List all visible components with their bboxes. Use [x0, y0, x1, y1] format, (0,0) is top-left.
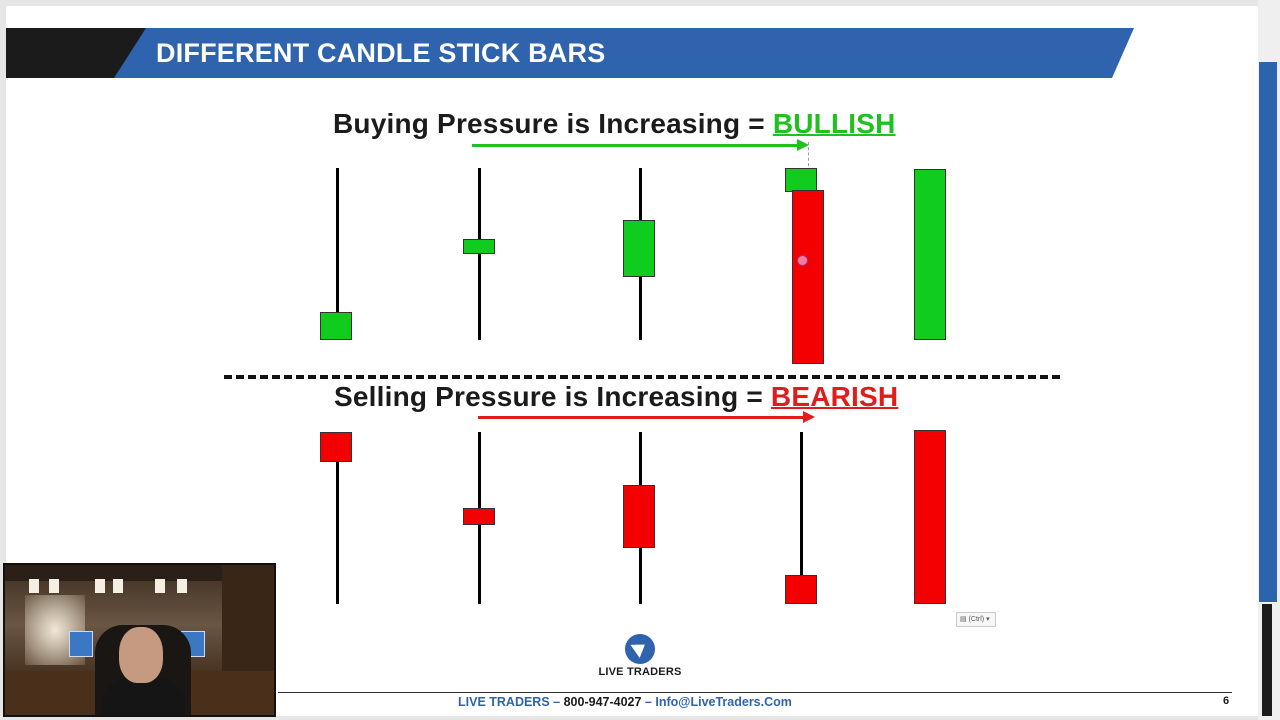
- header-blue-band: [114, 28, 1134, 78]
- paste-options-label: (Ctrl) ▾: [968, 616, 990, 623]
- candle-body: [785, 575, 817, 604]
- live-traders-logo: LIVE TRADERS: [597, 634, 683, 678]
- clipboard-icon: ▤: [960, 616, 967, 623]
- webcam-presenter-body: [101, 677, 185, 715]
- webcam-monitor: [69, 631, 93, 657]
- bullish-keyword: BULLISH: [772, 108, 896, 139]
- candle-body: [914, 430, 946, 604]
- candle-body-green: [785, 168, 817, 192]
- window-edge: [1258, 0, 1280, 720]
- webcam-video-feed: [3, 563, 276, 717]
- bull-logo-icon: [625, 634, 655, 664]
- webcam-ceiling: [5, 565, 274, 581]
- candle-body: [320, 312, 352, 340]
- footer-separator: –: [549, 695, 564, 709]
- footer-email[interactable]: Info@LiveTraders.Com: [655, 695, 792, 709]
- webcam-presenter-head: [119, 627, 163, 683]
- webcam-window: [113, 579, 123, 593]
- slide-title: DIFFERENT CANDLE STICK BARS: [156, 38, 606, 68]
- bearish-heading-text: Selling Pressure is Increasing =: [334, 381, 771, 412]
- bullish-heading-text: Buying Pressure is Increasing =: [333, 108, 773, 139]
- bearish-arrow-line: [478, 416, 804, 419]
- footer-contact: LIVE TRADERS – 800-947-4027 – Info@LiveT…: [458, 695, 792, 709]
- candle-wick: [336, 432, 339, 604]
- bullish-heading: Buying Pressure is Increasing = BULLISH: [333, 108, 896, 140]
- candle-body: [623, 485, 655, 548]
- candle-wick: [336, 168, 339, 340]
- alignment-guide: [808, 142, 809, 166]
- webcam-window: [95, 579, 105, 593]
- candle-body: [463, 239, 495, 254]
- webcam-window: [155, 579, 165, 593]
- bearish-arrow-head-icon: [803, 411, 815, 423]
- footer-separator: –: [641, 695, 656, 709]
- webcam-window: [29, 579, 39, 593]
- footer-phone: 800-947-4027: [563, 695, 642, 709]
- candle-wick: [800, 432, 803, 604]
- bearish-heading: Selling Pressure is Increasing = BEARISH: [334, 381, 898, 413]
- footer-brand: LIVE TRADERS: [458, 695, 550, 709]
- webcam-window: [49, 579, 59, 593]
- logo-text: LIVE TRADERS: [598, 666, 682, 678]
- candle-body: [463, 508, 495, 525]
- candle-body: [623, 220, 655, 277]
- webcam-window: [177, 579, 187, 593]
- edge-accent-dark: [1262, 604, 1272, 716]
- candle-body-red: [792, 190, 824, 364]
- footer-divider: [278, 692, 1232, 693]
- bullish-arrow-line: [472, 144, 798, 147]
- edge-accent-blue: [1259, 62, 1277, 602]
- candle-wick: [478, 168, 481, 340]
- candle-body: [320, 432, 352, 462]
- slide-page-number: 6: [1223, 695, 1230, 707]
- section-divider: [224, 375, 1060, 379]
- candle-body: [914, 169, 946, 340]
- paste-options-button[interactable]: ▤ (Ctrl) ▾: [956, 612, 996, 627]
- cursor-icon: [797, 255, 808, 266]
- bullish-arrow-head-icon: [797, 139, 809, 151]
- bearish-keyword: BEARISH: [770, 381, 899, 412]
